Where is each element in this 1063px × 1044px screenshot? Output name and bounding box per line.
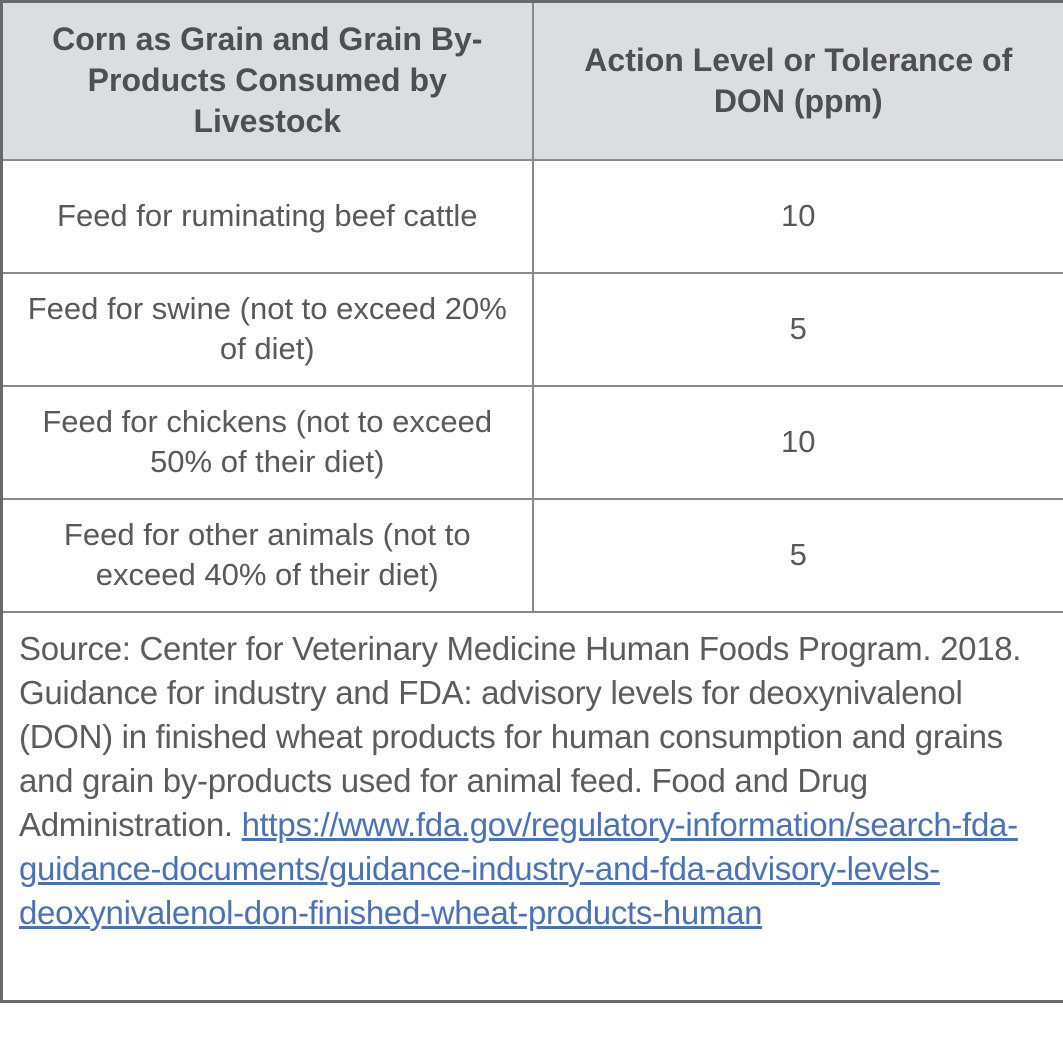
column-header-feed: Corn as Grain and Grain By-Products Cons…	[0, 0, 534, 161]
source-cell: Source: Center for Veterinary Medicine H…	[0, 610, 1063, 1003]
feed-cell: Feed for chickens (not to exceed 50% of …	[0, 384, 534, 500]
level-cell: 10	[531, 384, 1063, 500]
level-cell: 5	[531, 497, 1063, 613]
table-row: Feed for chickens (not to exceed 50% of …	[0, 384, 1063, 500]
don-action-levels-table: Corn as Grain and Grain By-Products Cons…	[0, 0, 1063, 1003]
source-row: Source: Center for Veterinary Medicine H…	[0, 610, 1063, 1003]
source-citation-text: Source: Center for Veterinary Medicine H…	[19, 629, 1022, 843]
level-cell: 10	[531, 158, 1063, 274]
feed-cell: Feed for other animals (not to exceed 40…	[0, 497, 534, 613]
table-row: Feed for ruminating beef cattle 10	[0, 158, 1063, 274]
feed-cell: Feed for swine (not to exceed 20% of die…	[0, 271, 534, 387]
column-header-action-level: Action Level or Tolerance of DON (ppm)	[531, 0, 1063, 161]
feed-cell: Feed for ruminating beef cattle	[0, 158, 534, 274]
header-row: Corn as Grain and Grain By-Products Cons…	[0, 0, 1063, 161]
table-row: Feed for other animals (not to exceed 40…	[0, 497, 1063, 613]
level-cell: 5	[531, 271, 1063, 387]
table-row: Feed for swine (not to exceed 20% of die…	[0, 271, 1063, 387]
source-link[interactable]: https://www.fda.gov/regulatory-informati…	[19, 805, 1018, 931]
